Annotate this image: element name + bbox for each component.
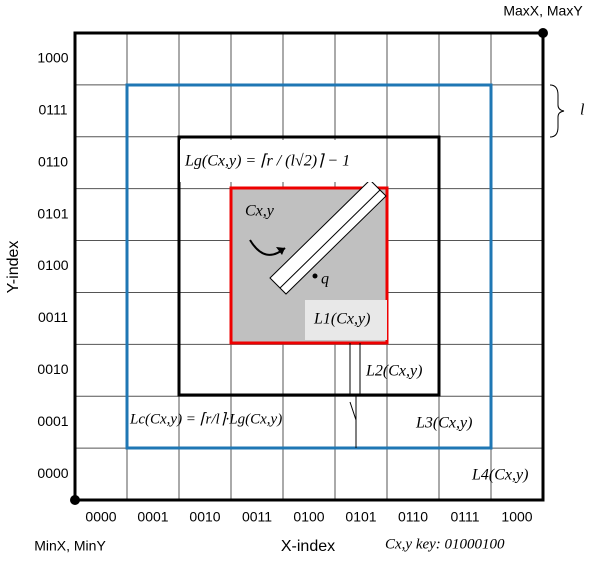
y-tick-label: 0011: [38, 309, 68, 325]
lc-formula: Lc(Cx,y) = ⌈r/l⌉·Lg(Cx,y): [129, 411, 282, 427]
x-tick-label: 0011: [242, 509, 272, 525]
x-axis-label: X-index: [281, 538, 335, 555]
x-tick-label: 1000: [501, 509, 532, 525]
x-tick-label: 0010: [189, 509, 220, 525]
x-tick-label: 0110: [398, 509, 428, 525]
min-corner: [70, 495, 80, 505]
y-tick-label: 0010: [37, 361, 68, 377]
l1-box: [305, 300, 387, 340]
y-tick-label: 0101: [37, 205, 68, 221]
key-label: Cx,y key: 01000100: [385, 536, 505, 552]
level-2-square: [177, 135, 441, 397]
arrow-head: [276, 247, 285, 255]
x-tick-label: 0001: [137, 509, 168, 525]
lg-formula: Lg(Cx,y) = ⌈r / (l√2)⌉ − 1: [184, 153, 350, 170]
cell-brace: [549, 84, 565, 138]
point-label: q: [321, 271, 329, 288]
cell-label: Cx,y: [245, 203, 275, 220]
y-tick-label: 0111: [38, 102, 67, 118]
x-tick-label: 0101: [345, 509, 376, 525]
y-tick-label: 0000: [37, 465, 68, 481]
l3-label: L3(Cx,y): [415, 415, 472, 432]
radius-line: [279, 189, 381, 289]
l2-bracket: [349, 343, 361, 395]
y-axis-label: Y-index: [5, 241, 22, 294]
level-3-square: [125, 83, 493, 450]
radius-bar: [269, 179, 387, 295]
query-point: [312, 273, 318, 279]
lc-bracket: [349, 395, 357, 448]
y-tick-label: 0100: [37, 257, 68, 273]
x-tick-label: 0100: [293, 509, 324, 525]
max-corner-label: MaxX, MaxY: [503, 3, 583, 19]
l1-label: L1(Cx,y): [313, 311, 370, 328]
l2-label: L2(Cx,y): [365, 363, 422, 380]
cell-size-label: l: [580, 102, 585, 119]
x-tick-label: 0000: [85, 509, 116, 525]
y-tick-label: 0110: [38, 153, 68, 169]
outer-square: [73, 31, 545, 502]
lg-box: [180, 140, 380, 182]
y-tick-label: 1000: [37, 50, 68, 66]
l4-label: L4(Cx,y): [471, 467, 528, 484]
x-tick-label: 0111: [450, 509, 479, 525]
max-corner: [538, 28, 548, 38]
min-corner-label: MinX, MinY: [34, 538, 106, 554]
y-tick-label: 0001: [37, 413, 68, 429]
